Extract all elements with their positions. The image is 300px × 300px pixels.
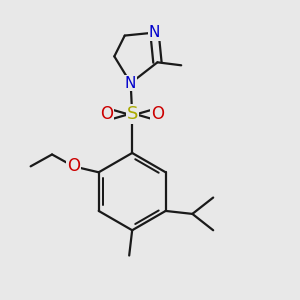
Text: S: S [127,105,138,123]
Text: O: O [151,105,164,123]
Text: N: N [149,25,160,40]
Text: N: N [125,76,136,91]
Text: O: O [67,157,80,175]
Text: O: O [100,105,113,123]
